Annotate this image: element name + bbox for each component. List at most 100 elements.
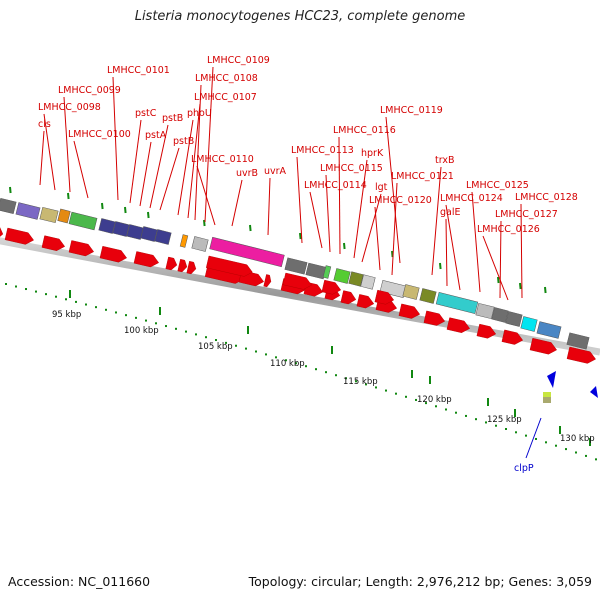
label-leader-line <box>445 204 461 291</box>
gene-feature-block <box>322 265 332 279</box>
scale-dot <box>345 377 347 380</box>
scale-dot <box>585 454 587 457</box>
label-leader-line <box>391 182 398 276</box>
scale-dot <box>525 434 527 437</box>
label-leader-line <box>187 103 201 219</box>
label-leader-line <box>361 193 382 263</box>
scale-dot <box>455 411 457 414</box>
gene-feature-block <box>191 236 209 252</box>
gene-label: galE <box>440 207 461 218</box>
scale-dot <box>385 389 387 392</box>
gene-arrow <box>177 259 188 273</box>
scale-dot <box>315 368 317 371</box>
scale-dot <box>85 303 87 306</box>
label-leader-line <box>196 165 216 226</box>
gene-arrow <box>476 323 497 339</box>
scale-dot <box>435 405 437 408</box>
gene-feature-block <box>98 218 116 234</box>
scale-dot <box>225 341 227 344</box>
gene-label: LMHCC_0121 <box>391 171 454 182</box>
scale-dot <box>535 437 537 440</box>
backbone-ring <box>0 237 600 356</box>
gene-feature-block <box>15 202 41 220</box>
gene-feature-block <box>112 221 130 237</box>
scale-dot <box>495 424 497 427</box>
gene-feature-block <box>475 302 495 320</box>
gene-arrow <box>41 235 66 251</box>
scale-label: 110 kbp <box>270 359 305 369</box>
scale-dot <box>395 392 397 395</box>
label-leader-line <box>445 218 448 287</box>
label-leader-line <box>338 136 341 255</box>
scale-dot <box>165 325 167 328</box>
scale-dot <box>245 347 247 350</box>
scale-dot <box>365 383 367 386</box>
gene-label: LMHCC_0120 <box>369 195 432 206</box>
gene-arrow <box>340 290 357 305</box>
scale-tick <box>544 286 547 294</box>
clpp-feature-block <box>543 392 551 397</box>
scale-dot <box>65 298 67 301</box>
gene-arrow <box>423 310 446 326</box>
gene-feature-block <box>360 274 376 290</box>
scale-tick <box>249 224 252 232</box>
scale-label: 120 kbp <box>417 395 452 405</box>
gene-label: LMHCC_0128 <box>515 192 578 203</box>
scale-dot <box>285 359 287 362</box>
gene-arrow <box>446 317 471 333</box>
scale-label: 130 kbp <box>560 434 595 444</box>
gene-feature-block <box>491 307 509 323</box>
scale-tick <box>343 242 346 250</box>
label-leader-line <box>374 206 381 271</box>
gene-label: phoU <box>187 108 212 119</box>
scale-dot <box>335 374 337 377</box>
scale-tick <box>519 282 522 290</box>
scale-tick <box>299 232 302 240</box>
scale-dot <box>235 344 237 347</box>
scale-dot <box>405 395 407 398</box>
scale-dot <box>95 306 97 309</box>
scale-dot <box>145 319 147 322</box>
label-leader-line <box>177 119 194 216</box>
scale-dot <box>545 441 547 444</box>
scale-dot <box>485 421 487 424</box>
scale-tick <box>439 262 442 270</box>
gene-label: LMHCC_0124 <box>440 193 503 204</box>
label-leader-line <box>139 141 152 207</box>
scale-dot <box>255 350 257 353</box>
gene-feature-block <box>520 316 538 332</box>
gene-label: LMHCC_0110 <box>191 154 254 165</box>
gene-label: LMHCC_0101 <box>107 65 170 76</box>
label-leader-line <box>431 166 442 276</box>
gene-label: LMHCC_0126 <box>477 224 540 235</box>
scale-tick <box>67 192 70 200</box>
label-leader-line <box>194 84 202 221</box>
scale-tick <box>203 219 206 227</box>
scale-dot <box>5 283 7 285</box>
label-leader-line <box>39 130 45 186</box>
gene-arrow <box>186 261 197 275</box>
scale-dot <box>555 444 557 447</box>
gene-label: pstB <box>173 136 194 147</box>
scale-dot <box>15 285 17 288</box>
scale-tick <box>101 202 104 210</box>
gene-label: uvrB <box>236 168 258 179</box>
gene-label: pstC <box>135 108 157 119</box>
scale-dot <box>425 402 427 405</box>
gene-feature-block <box>209 236 285 268</box>
scale-dot <box>125 314 127 317</box>
label-leader-line <box>520 203 523 299</box>
scale-dot <box>175 327 177 330</box>
gene-label: LMHCC_0100 <box>68 129 131 140</box>
scale-tick <box>497 276 500 284</box>
gene-label: cls <box>38 119 51 130</box>
scale-dot <box>135 316 137 319</box>
gene-label: LMHCC_0127 <box>495 209 558 220</box>
scale-dot <box>575 451 577 454</box>
gene-arrow <box>165 256 178 271</box>
scale-tick <box>9 186 12 194</box>
gene-label: LMHCC_0114 <box>304 180 367 191</box>
accession-text: Accession: NC_011660 <box>8 574 151 589</box>
label-leader-line <box>385 116 401 264</box>
gene-arrow <box>68 240 94 257</box>
